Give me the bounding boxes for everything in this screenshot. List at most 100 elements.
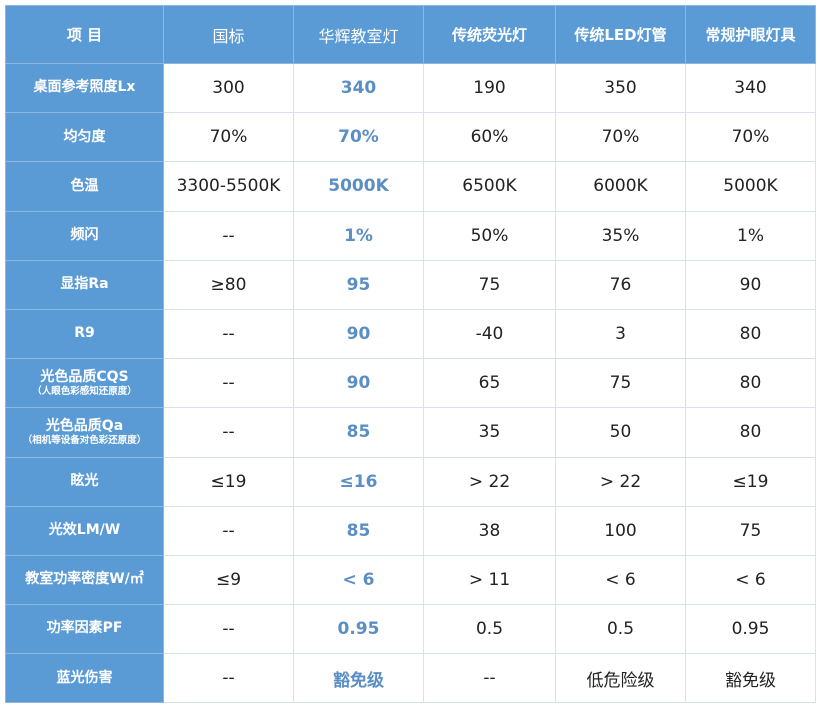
row-label: 蓝光伤害 xyxy=(5,653,164,704)
table-cell: 低危险级 xyxy=(555,653,686,704)
row-label-text: 光效LM/W xyxy=(48,522,121,539)
table-cell: 95 xyxy=(293,259,424,310)
row-label: 功率因素PF xyxy=(5,604,164,655)
table-row: 光效LM/W -- 85 38 100 75 xyxy=(5,505,816,556)
table-cell: 80 xyxy=(685,407,816,458)
row-label-text: 光色品质CQS xyxy=(40,368,129,385)
table-cell: ≤19 xyxy=(685,456,816,507)
row-label: 眩光 xyxy=(5,456,164,507)
table-cell: < 6 xyxy=(685,554,816,606)
table-row: 频闪 -- 1% 50% 35% 1% xyxy=(5,210,816,261)
table-cell: 70% xyxy=(163,112,294,163)
row-label-text: 均匀度 xyxy=(63,128,106,145)
table-row: 光色品质Qa （相机等设备对色彩还原度） -- 85 35 50 80 xyxy=(5,407,816,458)
table-cell: 70% xyxy=(555,112,686,163)
table-cell: 0.95 xyxy=(293,604,424,655)
row-label-text: 频闪 xyxy=(70,226,99,243)
header-national-standard: 国标 xyxy=(163,5,294,64)
table-cell: 85 xyxy=(293,407,424,458)
table-row: 均匀度 70% 70% 60% 70% 70% xyxy=(5,112,816,163)
table-cell: -- xyxy=(163,407,294,458)
table-cell: 350 xyxy=(555,62,686,114)
table-cell: 90 xyxy=(293,358,424,409)
header-row: 项 目 国标 华辉教室灯 传统荧光灯 传统LED灯管 常规护眼灯具 xyxy=(5,5,816,64)
row-label: 频闪 xyxy=(5,210,164,261)
table-cell: 90 xyxy=(685,259,816,310)
table-cell: 70% xyxy=(685,112,816,163)
table-cell: > 11 xyxy=(423,554,556,606)
row-label-text: 蓝光伤害 xyxy=(56,669,113,686)
row-label: 均匀度 xyxy=(5,112,164,163)
table-row: 教室功率密度W/㎡ ≤9 < 6 > 11 < 6 < 6 xyxy=(5,554,816,606)
table-cell: 76 xyxy=(555,259,686,310)
table-cell: ≤16 xyxy=(293,456,424,507)
table-cell: < 6 xyxy=(293,554,424,606)
comparison-table: 项 目 国标 华辉教室灯 传统荧光灯 传统LED灯管 常规护眼灯具 桌面参考照度… xyxy=(5,5,816,704)
table-cell: 5000K xyxy=(293,161,424,212)
table-cell: ≤9 xyxy=(163,554,294,606)
table-cell: 豁免级 xyxy=(685,653,816,704)
table-row: 眩光 ≤19 ≤16 > 22 > 22 ≤19 xyxy=(5,456,816,507)
table-cell: -- xyxy=(163,358,294,409)
row-label-text: 功率因素PF xyxy=(46,620,123,637)
row-label-text: R9 xyxy=(74,325,95,342)
table-cell: 75 xyxy=(555,358,686,409)
table-cell: 340 xyxy=(293,62,424,114)
table-cell: -- xyxy=(423,653,556,704)
table-cell: 0.95 xyxy=(685,604,816,655)
table-cell: 80 xyxy=(685,358,816,409)
table-cell: 75 xyxy=(685,505,816,556)
table-cell: 1% xyxy=(685,210,816,261)
table-cell: ≥80 xyxy=(163,259,294,310)
table-cell: -- xyxy=(163,210,294,261)
table-cell: > 22 xyxy=(423,456,556,507)
table-row: 功率因素PF -- 0.95 0.5 0.5 0.95 xyxy=(5,604,816,655)
row-label: 桌面参考照度Lx xyxy=(5,62,164,114)
row-label-subtitle: （人眼色彩感知还原度） xyxy=(32,386,137,398)
table-cell: -- xyxy=(163,653,294,704)
header-item: 项 目 xyxy=(5,5,164,64)
table-row: 显指Ra ≥80 95 75 76 90 xyxy=(5,259,816,310)
header-huahui-classroom-light: 华辉教室灯 xyxy=(293,5,424,64)
table-cell: > 22 xyxy=(555,456,686,507)
table-cell: 5000K xyxy=(685,161,816,212)
row-label: R9 xyxy=(5,308,164,360)
table-cell: 70% xyxy=(293,112,424,163)
header-eye-care-light: 常规护眼灯具 xyxy=(685,5,816,64)
table-cell: 0.5 xyxy=(555,604,686,655)
row-label-subtitle: （相机等设备对色彩还原度） xyxy=(22,435,147,447)
table-cell: 90 xyxy=(293,308,424,360)
table-cell: -40 xyxy=(423,308,556,360)
row-label-text: 教室功率密度W/㎡ xyxy=(25,571,144,588)
table-row: 桌面参考照度Lx 300 340 190 350 340 xyxy=(5,62,816,114)
row-label-text: 桌面参考照度Lx xyxy=(33,79,136,96)
table-cell: 豁免级 xyxy=(293,653,424,704)
table-row: 光色品质CQS （人眼色彩感知还原度） -- 90 65 75 80 xyxy=(5,358,816,409)
table-cell: 65 xyxy=(423,358,556,409)
table-cell: 1% xyxy=(293,210,424,261)
row-label: 显指Ra xyxy=(5,259,164,310)
table-cell: 38 xyxy=(423,505,556,556)
table-cell: -- xyxy=(163,604,294,655)
table-cell: 60% xyxy=(423,112,556,163)
table-cell: 6500K xyxy=(423,161,556,212)
row-label: 光色品质CQS （人眼色彩感知还原度） xyxy=(5,358,164,409)
row-label-text: 眩光 xyxy=(70,472,99,489)
table-cell: 300 xyxy=(163,62,294,114)
header-fluorescent: 传统荧光灯 xyxy=(423,5,556,64)
table-cell: 0.5 xyxy=(423,604,556,655)
table-cell: 100 xyxy=(555,505,686,556)
table-cell: 3 xyxy=(555,308,686,360)
table-cell: 50 xyxy=(555,407,686,458)
table-cell: 340 xyxy=(685,62,816,114)
table-cell: -- xyxy=(163,308,294,360)
row-label-text: 色温 xyxy=(70,177,99,194)
table-cell: 80 xyxy=(685,308,816,360)
table-cell: 75 xyxy=(423,259,556,310)
table-cell: 190 xyxy=(423,62,556,114)
table-cell: < 6 xyxy=(555,554,686,606)
table-cell: 85 xyxy=(293,505,424,556)
table-cell: 3300-5500K xyxy=(163,161,294,212)
row-label: 教室功率密度W/㎡ xyxy=(5,554,164,606)
row-label: 光效LM/W xyxy=(5,505,164,556)
